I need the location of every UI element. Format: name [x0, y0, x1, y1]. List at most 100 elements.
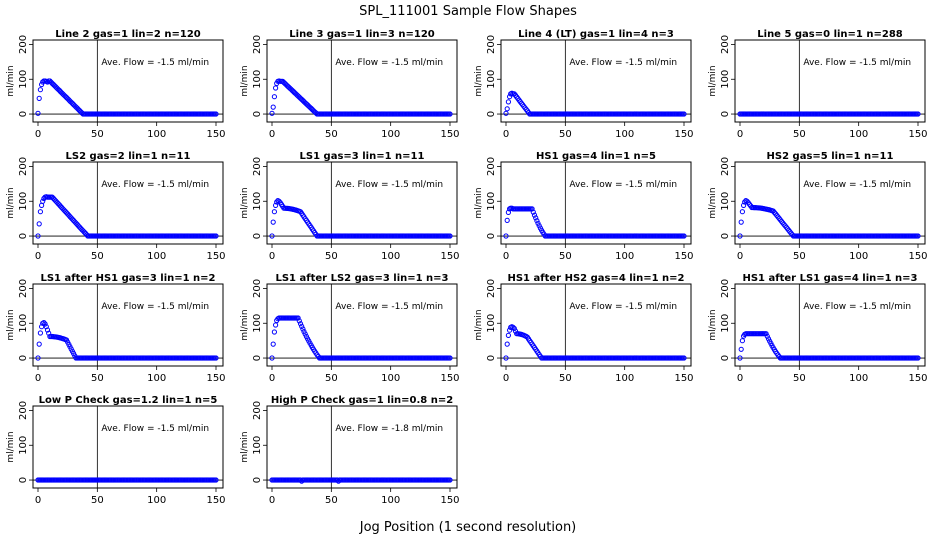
panel-5: LS2 gas=2 lin=1 n=11 0 100 200 ml/min 0 50 100 1… [6, 151, 226, 262]
panel-14: High P Check gas=1 lin=0.8 n=2 0 100 200 ml/… [240, 395, 460, 506]
data-point [503, 110, 509, 116]
data-point [35, 110, 41, 116]
panel-title: Line 4 (LT) gas=1 lin=4 n=3 [518, 29, 674, 40]
data-point [511, 325, 517, 332]
x-tick-label: 100 [381, 251, 400, 262]
y-axis-label: ml/min [240, 431, 250, 462]
y-axis-label: ml/min [6, 309, 16, 340]
panel-1: Line 2 gas=1 lin=2 n=120 0 100 200 ml/min 0 50… [6, 29, 226, 140]
y-tick-label: 0 [720, 355, 731, 361]
y-axis-label: ml/min [6, 187, 16, 218]
data-points [503, 205, 687, 239]
data-point [505, 332, 511, 338]
data-point [36, 221, 42, 227]
data-points [737, 331, 921, 361]
x-tick-label: 100 [849, 129, 868, 140]
y-tick-label: 0 [18, 233, 29, 239]
data-points [35, 78, 219, 117]
data-points [503, 324, 687, 361]
y-axis-label: ml/min [240, 65, 250, 96]
panel-title: HS1 gas=4 lin=1 n=5 [536, 151, 656, 162]
plot-frame [266, 283, 458, 367]
data-point [529, 206, 535, 212]
average-flow-annotation: Ave. Flow = -1.5 ml/min [335, 58, 443, 68]
data-point [295, 315, 301, 321]
data-point [531, 212, 538, 218]
y-tick-label: 200 [486, 35, 497, 54]
y-tick-label: 0 [252, 355, 263, 361]
data-points [35, 477, 219, 483]
data-point [447, 355, 453, 361]
y-tick-label: 200 [252, 157, 263, 176]
data-point [296, 318, 302, 324]
data-points [35, 194, 219, 239]
x-tick-label: 50 [325, 495, 338, 506]
data-point [447, 477, 453, 483]
data-point [271, 94, 277, 100]
x-tick-label: 50 [325, 373, 338, 384]
data-point [507, 94, 513, 100]
x-tick-label: 0 [503, 373, 509, 384]
plot-frame [32, 405, 224, 489]
data-point [44, 327, 51, 333]
y-axis-label: ml/min [240, 309, 250, 340]
panel-title: HS2 gas=5 lin=1 n=11 [767, 151, 894, 162]
x-tick-label: 100 [147, 495, 166, 506]
data-point [270, 104, 276, 110]
data-point [738, 346, 744, 352]
data-point [40, 198, 46, 204]
y-tick-label: 200 [720, 35, 731, 54]
y-axis-label: ml/min [474, 65, 484, 96]
x-tick-label: 0 [269, 129, 275, 140]
y-tick-label: 100 [18, 70, 29, 89]
plot-frame [500, 39, 692, 123]
x-tick-label: 150 [674, 251, 693, 262]
data-point [273, 322, 279, 328]
x-tick-label: 150 [440, 251, 459, 262]
y-tick-label: 100 [720, 314, 731, 333]
data-point [273, 85, 279, 91]
data-point [271, 329, 277, 335]
data-point [270, 219, 276, 225]
panel-7: HS1 gas=4 lin=1 n=5 0 100 200 ml/min 0 50 100 15… [474, 151, 694, 262]
y-tick-label: 100 [252, 314, 263, 333]
panel-title: Line 5 gas=0 lin=1 n=288 [757, 29, 903, 40]
data-point [39, 202, 45, 208]
y-tick-label: 0 [18, 111, 29, 117]
x-tick-label: 50 [559, 373, 572, 384]
y-axis-label: ml/min [6, 431, 16, 462]
data-point [681, 355, 687, 361]
x-axis-title: Jog Position (1 second resolution) [359, 520, 577, 535]
data-point [36, 95, 42, 102]
panel-title: HS1 after HS2 gas=4 lin=1 n=2 [507, 273, 684, 284]
x-tick-label: 0 [737, 251, 743, 262]
plot-frame [32, 161, 224, 245]
plot-frame [734, 283, 926, 367]
data-point [681, 111, 687, 117]
plot-frame [734, 161, 926, 245]
x-tick-label: 150 [206, 495, 225, 506]
y-tick-label: 0 [720, 111, 731, 117]
data-point [302, 331, 308, 337]
data-point [297, 477, 304, 483]
x-tick-label: 0 [269, 251, 275, 262]
x-tick-label: 150 [440, 129, 459, 140]
average-flow-annotation: Ave. Flow = -1.5 ml/min [101, 302, 209, 312]
data-point [37, 330, 44, 336]
x-tick-label: 100 [381, 373, 400, 384]
data-point [44, 79, 51, 85]
panel-title: Low P Check gas=1.2 lin=1 n=5 [39, 395, 218, 406]
data-point [503, 355, 509, 361]
data-point [507, 327, 513, 333]
data-point [915, 233, 921, 239]
data-point [42, 321, 48, 327]
y-tick-label: 100 [486, 70, 497, 89]
y-tick-label: 200 [18, 279, 29, 298]
x-tick-label: 150 [908, 251, 927, 262]
x-tick-label: 50 [91, 129, 104, 140]
data-points [35, 320, 219, 361]
x-tick-label: 100 [849, 251, 868, 262]
data-point [276, 198, 282, 204]
y-tick-label: 100 [252, 70, 263, 89]
x-tick-label: 150 [674, 373, 693, 384]
